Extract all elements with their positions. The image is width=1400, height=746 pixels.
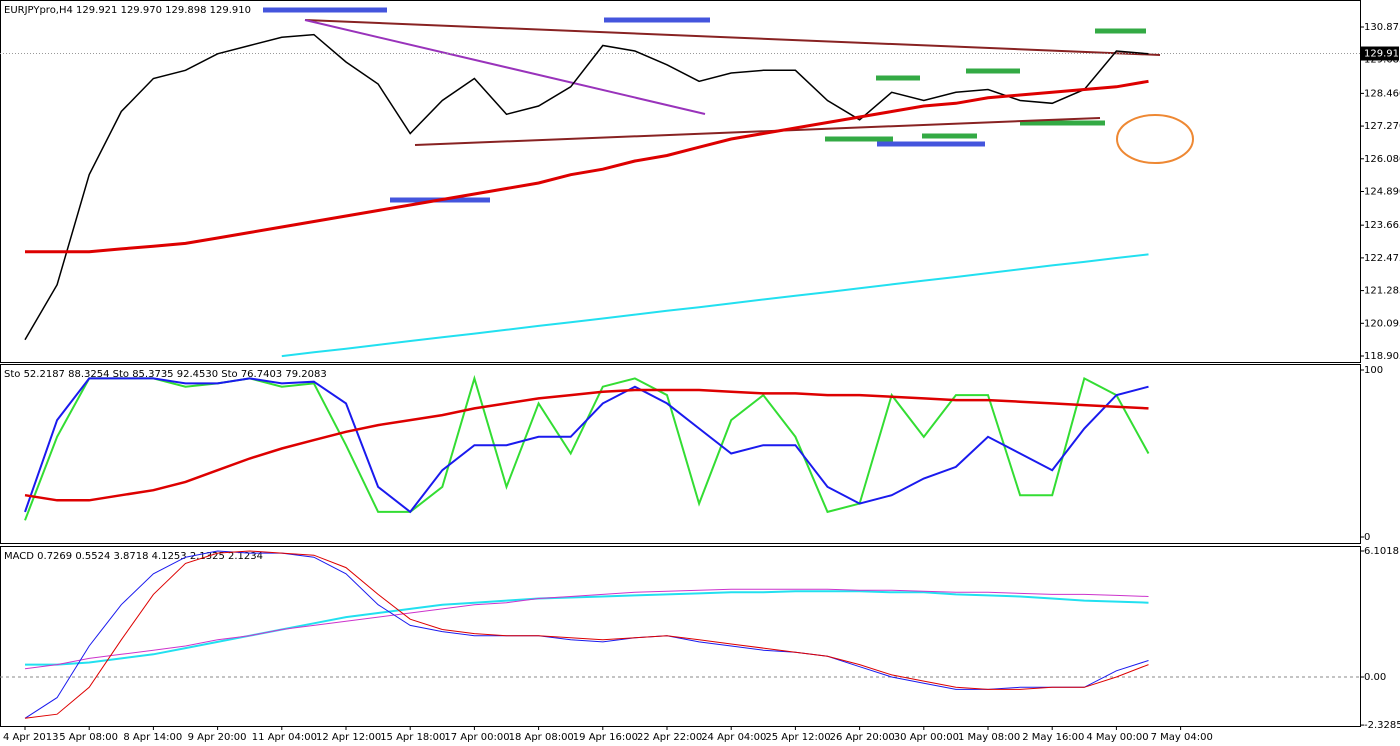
y-tick-label: 6.1018 bbox=[1364, 546, 1399, 557]
last-price-label: 129.910 bbox=[1364, 49, 1400, 60]
highlight-ellipse bbox=[1116, 114, 1194, 164]
indicator-line bbox=[24, 33, 1149, 341]
x-tick-label: 18 Apr 08:00 bbox=[509, 732, 574, 743]
annotations bbox=[263, 7, 1194, 203]
panel-title: Sto 52.2187 88.3254 Sto 85.3735 92.4530 … bbox=[4, 369, 327, 380]
x-tick-label: 2 May 16:00 bbox=[1022, 732, 1084, 743]
x-tick-label: 8 Apr 14:00 bbox=[123, 732, 182, 743]
x-tick-label: 15 Apr 18:00 bbox=[380, 732, 445, 743]
trendline bbox=[304, 19, 706, 115]
x-tick-label: 4 Apr 2013 bbox=[3, 732, 58, 743]
y-tick-label: 130.875 bbox=[1364, 22, 1400, 33]
y-tick-label: 121.285 bbox=[1364, 286, 1400, 297]
indicator-line bbox=[24, 550, 1149, 719]
stochastic-panel bbox=[0, 364, 1361, 544]
panel-title: MACD 0.7269 0.5524 3.8718 4.1253 2.1325 … bbox=[4, 551, 263, 562]
y-tick-label: 128.460 bbox=[1364, 88, 1400, 99]
x-tick-label: 30 Apr 00:00 bbox=[894, 732, 959, 743]
panel-title: EURJPYpro,H4 129.921 129.970 129.898 129… bbox=[4, 5, 251, 16]
y-tick-label: 123.665 bbox=[1364, 220, 1400, 231]
indicator-line bbox=[25, 79, 1149, 254]
indicator-line bbox=[25, 590, 1149, 666]
indicator-line bbox=[24, 550, 1149, 719]
y-tick-label: 120.095 bbox=[1364, 318, 1400, 329]
x-tick-label: 25 Apr 12:00 bbox=[765, 732, 830, 743]
y-tick-label: 126.080 bbox=[1364, 154, 1400, 165]
y-tick-label: 0 bbox=[1364, 532, 1370, 543]
x-tick-label: 17 Apr 00:00 bbox=[444, 732, 509, 743]
macd-panel bbox=[0, 546, 1361, 727]
indicator-line bbox=[24, 377, 1149, 514]
x-tick-label: 11 Apr 04:00 bbox=[252, 732, 317, 743]
x-tick-label: 24 Apr 04:00 bbox=[701, 732, 766, 743]
x-tick-label: 5 Apr 08:00 bbox=[59, 732, 118, 743]
last-price-box bbox=[1361, 46, 1399, 61]
y-tick-label: 0.00 bbox=[1364, 672, 1386, 683]
y-tick-label: 100 bbox=[1364, 365, 1383, 376]
indicator-line bbox=[24, 588, 1149, 670]
x-tick-label: 12 Apr 12:00 bbox=[316, 732, 381, 743]
main-panel bbox=[0, 0, 1361, 363]
indicator-line bbox=[281, 253, 1149, 358]
y-tick-label: 124.890 bbox=[1364, 186, 1400, 197]
x-tick-label: 19 Apr 16:00 bbox=[573, 732, 638, 743]
x-tick-label: 4 May 00:00 bbox=[1086, 732, 1148, 743]
x-tick-label: 22 Apr 22:00 bbox=[637, 732, 702, 743]
x-tick-label: 7 May 04:00 bbox=[1151, 732, 1213, 743]
trendline bbox=[414, 117, 1101, 146]
indicator-line bbox=[24, 388, 1149, 502]
trendline bbox=[304, 19, 1161, 56]
x-tick-label: 26 Apr 20:00 bbox=[830, 732, 895, 743]
y-tick-label: 118.905 bbox=[1364, 351, 1400, 362]
y-tick-label: -2.3285 bbox=[1364, 720, 1400, 731]
x-tick-label: 1 May 08:00 bbox=[958, 732, 1020, 743]
x-tick-label: 9 Apr 20:00 bbox=[188, 732, 247, 743]
y-tick-label: 127.270 bbox=[1364, 121, 1400, 132]
y-tick-label: 122.475 bbox=[1364, 253, 1400, 264]
